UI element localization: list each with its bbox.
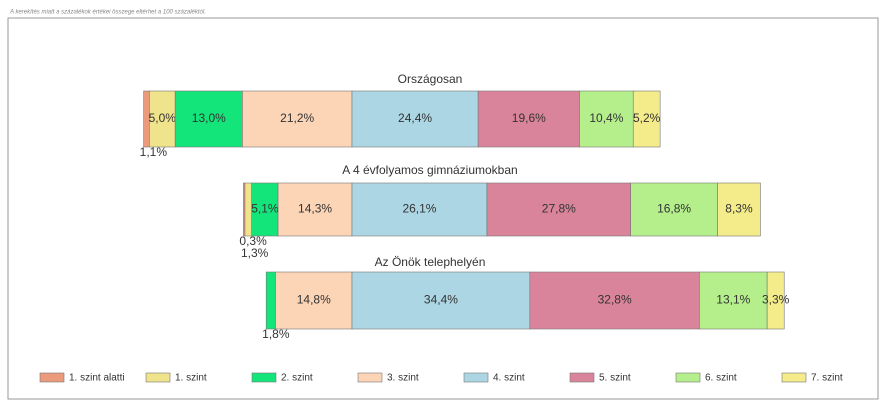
value-label: 5,1% [251,202,279,216]
legend-label: 4. szint [493,373,525,384]
legend-label: 1. szint [175,373,207,384]
bar-segment [486,182,631,237]
bar-segment [632,90,661,148]
value-label: 32,8% [598,293,632,307]
bar-segment [351,182,488,237]
bar-segment [277,182,353,237]
bar-segment [630,182,718,237]
legend-label: 3. szint [387,373,419,384]
value-label: 16,8% [657,202,691,216]
bar-segment [251,182,279,237]
value-label: 13,0% [192,111,226,125]
bar-segment [174,90,243,148]
bar-segment [699,271,768,330]
value-label: 21,2% [280,111,314,125]
bar-segment [265,271,276,330]
legend-swatch [463,372,489,383]
bar-segment [275,271,353,330]
value-label: 8,3% [725,202,753,216]
legend-label: 6. szint [705,373,737,384]
legend-swatch [145,372,171,383]
value-label: 1,8% [262,327,290,341]
value-label: 24,4% [398,111,432,125]
bar-segment [717,182,761,237]
bar-title: Az Önök telephelyén [375,255,486,269]
legend-label: 7. szint [811,373,843,384]
bar-title: Országosan [398,72,463,86]
value-label: 14,8% [297,293,331,307]
value-label: 5,0% [149,111,177,125]
legend-label: 5. szint [599,373,631,384]
legend-swatch [39,372,65,383]
legend-swatch [251,372,277,383]
value-label: 3,3% [762,293,790,307]
value-label: 1,1% [140,145,168,159]
value-label: 26,1% [402,202,436,216]
legend-label: 1. szint alatti [69,373,125,384]
legend-swatch [357,372,383,383]
value-label: 13,1% [716,293,750,307]
bar-segment [351,90,479,148]
legend-swatch [675,372,701,383]
bar-segment [477,90,580,148]
value-label: 19,6% [512,111,546,125]
value-label: 10,4% [589,111,623,125]
bar-segment [766,271,785,330]
value-label: 27,8% [542,202,576,216]
value-label: 5,2% [633,111,661,125]
subtitle: A kerekítés miatt a százalékok értékei ö… [9,10,206,16]
bar-segment [529,271,700,330]
bar-segment [242,90,353,148]
value-label: 34,4% [424,293,458,307]
legend-swatch [569,372,595,383]
legend-label: 2. szint [281,373,313,384]
value-label: 14,3% [298,202,332,216]
bar-segment [351,271,531,330]
bar-segment [579,90,634,148]
bar-title: A 4 évfolyamos gimnáziumokban [342,163,517,177]
legend-swatch [781,372,807,383]
value-label: 0,3% [239,234,267,248]
value-label: 1,3% [241,246,269,260]
